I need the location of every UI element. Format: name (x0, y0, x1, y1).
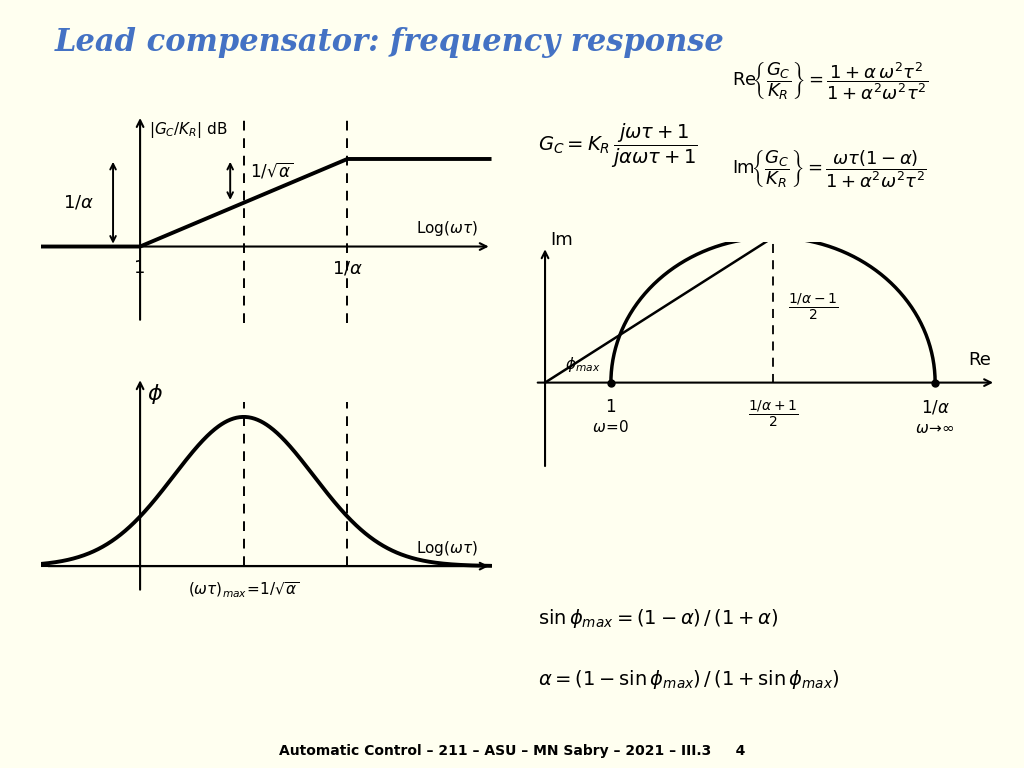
Text: $\mathrm{Im}\!\left\{\dfrac{G_C}{K_R}\right\} = \dfrac{\omega\tau(1-\alpha)}{1+\: $\mathrm{Im}\!\left\{\dfrac{G_C}{K_R}\ri… (732, 148, 927, 190)
Text: $1/\alpha$: $1/\alpha$ (63, 194, 94, 212)
Text: $\dfrac{1/\alpha +1}{2}$: $\dfrac{1/\alpha +1}{2}$ (748, 399, 799, 429)
Text: $\omega\!=\!0$: $\omega\!=\!0$ (592, 419, 630, 435)
Text: Im: Im (550, 230, 572, 249)
Text: $|G_C/K_R|$ dB: $|G_C/K_R|$ dB (150, 120, 228, 140)
Text: $\phi$: $\phi$ (146, 382, 163, 406)
Text: Lead compensator: frequency response: Lead compensator: frequency response (54, 27, 724, 58)
Text: $1/\alpha$: $1/\alpha$ (921, 399, 949, 416)
Text: Log$(\omega\tau)$: Log$(\omega\tau)$ (416, 220, 478, 239)
Text: $\phi_{max}$: $\phi_{max}$ (565, 355, 601, 373)
Text: 1: 1 (134, 260, 145, 277)
Text: $\omega\!\to\!\infty$: $\omega\!\to\!\infty$ (915, 421, 955, 436)
Text: Re: Re (968, 351, 991, 369)
Text: $G_C = K_R \,\dfrac{j\omega\tau +1}{j\alpha\omega\tau +1}$: $G_C = K_R \,\dfrac{j\omega\tau +1}{j\al… (538, 122, 697, 170)
Text: $\sin\phi_{max} = (1-\alpha)\,/\,(1+\alpha)$: $\sin\phi_{max} = (1-\alpha)\,/\,(1+\alp… (538, 607, 778, 630)
Text: $\dfrac{1/\alpha -1}{2}$: $\dfrac{1/\alpha -1}{2}$ (788, 292, 839, 323)
Text: $\mathrm{Re}\!\left\{\dfrac{G_C}{K_R}\right\} = \dfrac{1+\alpha\,\omega^2\tau^2}: $\mathrm{Re}\!\left\{\dfrac{G_C}{K_R}\ri… (732, 60, 929, 101)
Text: Log$(\omega\tau)$: Log$(\omega\tau)$ (416, 539, 478, 558)
Text: $(\omega\tau)_{max}\!=\!1/\sqrt{\alpha}$: $(\omega\tau)_{max}\!=\!1/\sqrt{\alpha}$ (187, 581, 300, 600)
Text: Automatic Control – 211 – ASU – MN Sabry – 2021 – III.3     4: Automatic Control – 211 – ASU – MN Sabry… (279, 744, 745, 758)
Text: $\alpha = (1-\sin\phi_{max})\,/\,(1+\sin\phi_{max})$: $\alpha = (1-\sin\phi_{max})\,/\,(1+\sin… (538, 668, 840, 691)
Text: $1/\alpha$: $1/\alpha$ (332, 260, 362, 277)
Text: 1: 1 (605, 399, 616, 416)
Text: $1/\sqrt{\alpha}$: $1/\sqrt{\alpha}$ (251, 161, 294, 180)
